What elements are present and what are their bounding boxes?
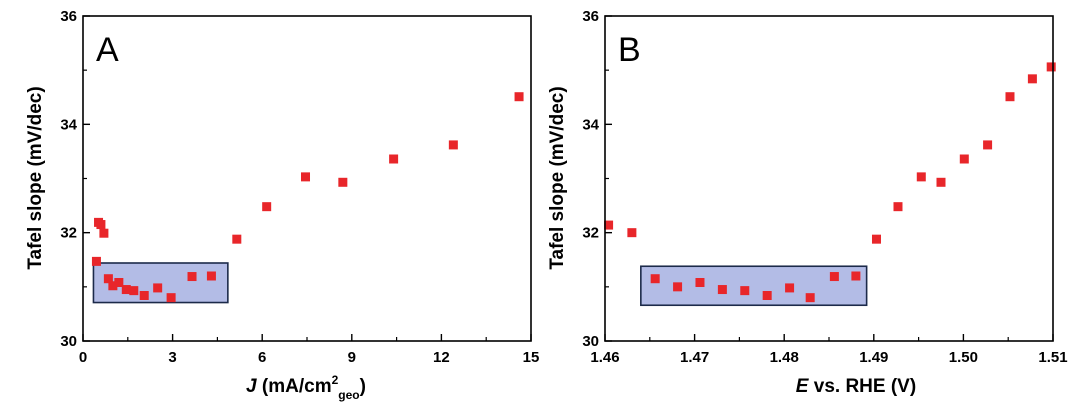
panel-a-data-point: [153, 283, 163, 293]
panel-b-x-tick-label: 1.50: [949, 349, 978, 366]
panel-b-ticks: 1.46 1.47 1.48 1.49 1.50 1.51 30 32 34 36: [582, 8, 1067, 366]
panel-a-data-point: [139, 291, 149, 300]
panel-b-data-point: [1005, 92, 1015, 102]
panel-b-plot-frame: [604, 15, 1054, 342]
panel-b: Tafel slope (mV/dec) 1.46 1.47 1.48 1.49 1.5…: [547, 8, 1068, 397]
panel-b-data-point: [717, 285, 727, 295]
panel-a-data-point: [91, 256, 101, 266]
panel-a-data-point: [514, 92, 524, 102]
panel-b-data-point: [1027, 74, 1037, 84]
panel-a-data-point: [338, 177, 348, 187]
panel-a-x-tick-label: 15: [523, 349, 540, 366]
panel-a-data-point: [232, 234, 242, 244]
panel-a-x-axis-label-superscript: 2: [332, 373, 339, 387]
panel-a-data-point: [99, 228, 109, 238]
panel-b-data-point: [805, 293, 815, 303]
panel-a-y-tick-label: 34: [60, 116, 77, 133]
panel-a-data-point: [187, 272, 197, 282]
panel-a-data-point: [103, 274, 113, 284]
panel-a-data-point: [96, 220, 106, 230]
panel-b-x-tick-label: 1.51: [1038, 349, 1067, 366]
panel-b-data-point: [673, 282, 683, 292]
panel-a-y-tick-label: 36: [60, 8, 77, 25]
panel-b-data-point: [1046, 62, 1056, 72]
panel-b-y-axis-label: Tafel slope (mV/dec): [547, 86, 568, 269]
panel-a-y-tick-label: 32: [60, 225, 77, 242]
panel-b-x-tick-label: 1.46: [590, 349, 619, 366]
panel-b-data-point: [785, 283, 795, 293]
panel-a-data-point: [108, 281, 118, 291]
panel-a-x-tick-label: 9: [348, 349, 356, 366]
panel-a-x-axis-label: J (mA/cm2geo): [246, 373, 366, 402]
panel-a-data-point: [262, 202, 272, 212]
panel-b-data-point: [983, 140, 993, 150]
panel-a-x-tick-label: 0: [79, 349, 87, 366]
panel-a-x-tick-label: 12: [433, 349, 450, 366]
panel-a-highlight-box: [92, 262, 229, 304]
panel-b-data-point: [851, 271, 861, 281]
panel-a-plot-frame: [82, 15, 532, 342]
panel-a-x-axis-label-close: ): [360, 376, 366, 397]
panel-b-data-point: [871, 234, 881, 244]
panel-b-data-point: [604, 220, 614, 230]
panel-b-x-tick-label: 1.48: [770, 349, 799, 366]
panel-a-data-point: [166, 293, 176, 303]
panel-a-x-axis-label-subscript: geo: [338, 388, 359, 402]
panel-a-x-axis-label-unit: (mA/cm: [257, 376, 332, 397]
panel-b-x-axis-label-unit: vs. RHE (V): [808, 376, 916, 397]
panel-b-data-point: [936, 177, 946, 187]
panel-b-y-tick-label: 32: [582, 225, 599, 242]
panel-b-data-point: [829, 272, 839, 282]
panel-b-data-point: [695, 278, 705, 287]
panel-a-data-point: [129, 286, 139, 296]
panel-b-data-point: [627, 228, 637, 238]
panel-b-data-point: [762, 291, 772, 300]
panel-a-data-point: [114, 278, 124, 287]
panel-b-data-point: [650, 274, 660, 284]
panel-b-x-axis-label-variable: E: [796, 376, 810, 397]
panel-a-data-point: [448, 140, 458, 150]
panel-a-data-point: [206, 271, 216, 281]
panel-a-x-tick-label: 3: [168, 349, 176, 366]
panel-b-data-point: [959, 154, 969, 164]
panel-b-label: B: [618, 31, 641, 69]
panel-a-y-axis-label: Tafel slope (mV/dec): [25, 86, 46, 269]
panel-a-x-axis-label-variable: J: [246, 376, 257, 397]
panel-a-x-tick-label: 6: [258, 349, 266, 366]
panel-a-label: A: [96, 31, 119, 69]
panel-b-data-point: [916, 172, 926, 182]
panel-b-y-tick-label: 36: [582, 8, 599, 25]
panel-b-data-point: [740, 286, 750, 296]
panel-b-data-points: [604, 62, 1056, 303]
panel-b-x-tick-label: 1.47: [680, 349, 709, 366]
panel-a-data-point: [301, 172, 311, 182]
panel-b-y-tick-label: 34: [582, 116, 599, 133]
panel-b-data-point: [893, 202, 903, 212]
panel-b-x-tick-label: 1.49: [859, 349, 888, 366]
panel-a-data-points: [91, 92, 524, 303]
panel-a-data-point: [389, 154, 399, 164]
panel-b-x-axis-label: E vs. RHE (V): [796, 376, 916, 397]
panel-b-y-tick-label: 30: [582, 333, 599, 350]
panel-a-data-point: [121, 285, 131, 295]
panel-a-y-tick-label: 30: [60, 333, 77, 350]
